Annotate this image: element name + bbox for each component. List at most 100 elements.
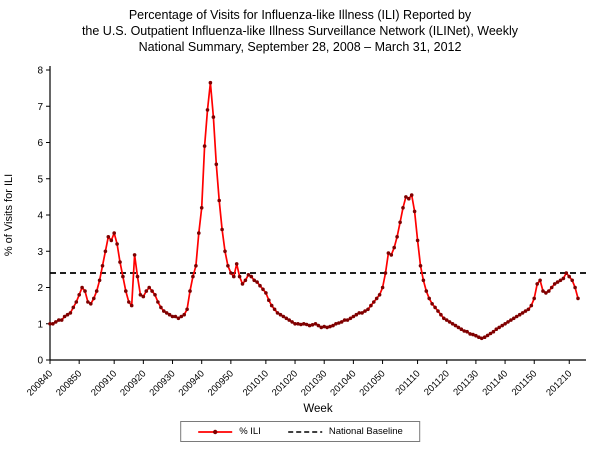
- y-tick-label: 1: [37, 319, 43, 330]
- ili-data-point: [334, 322, 338, 326]
- ili-data-point: [468, 332, 472, 336]
- ili-data-point: [214, 162, 219, 167]
- ili-data-point: [561, 276, 566, 281]
- ili-data-point: [409, 193, 414, 197]
- ili-data-point: [220, 227, 224, 232]
- ili-data-point: [538, 278, 542, 283]
- ili-data-point: [48, 322, 52, 326]
- ili-data-point: [497, 325, 502, 330]
- ili-data-point: [57, 318, 61, 322]
- ili-data-point: [281, 314, 286, 319]
- ili-data-point: [170, 314, 175, 319]
- y-tick-label: 0: [37, 356, 43, 367]
- ili-data-point: [269, 303, 274, 308]
- ili-data-point: [380, 285, 385, 290]
- ili-data-point: [127, 300, 131, 304]
- ili-data-point: [106, 235, 111, 239]
- ili-data-point: [328, 324, 332, 329]
- ili-data-point: [549, 285, 554, 290]
- ili-data-point: [272, 307, 277, 312]
- ili-data-point: [474, 333, 478, 338]
- ili-data-point: [322, 324, 327, 329]
- ili-data-point: [77, 293, 81, 297]
- x-tick-label: 200840: [25, 368, 55, 398]
- ili-data-point: [369, 303, 373, 308]
- ili-data-point: [479, 336, 484, 341]
- ili-data-point: [517, 312, 522, 317]
- ili-data-point: [252, 278, 256, 283]
- ili-data-point: [392, 245, 397, 250]
- ili-data-point: [86, 300, 90, 304]
- ili-data-point: [150, 289, 154, 293]
- ili-data-point: [173, 314, 178, 319]
- ili-data-point: [62, 314, 67, 319]
- ili-data-point: [284, 316, 289, 321]
- ili-data-point: [331, 323, 335, 328]
- ili-data-point: [302, 322, 306, 326]
- ili-data-point: [153, 293, 157, 297]
- ili-data-point: [290, 320, 294, 324]
- ili-data-point: [296, 322, 300, 326]
- ili-data-point: [94, 289, 99, 293]
- ili-data-point: [541, 289, 545, 293]
- ili-data-point: [188, 289, 192, 293]
- ili-data-point: [453, 323, 458, 328]
- ili-data-point: [164, 311, 169, 315]
- ili-data-point: [401, 206, 405, 210]
- ili-data-point: [363, 309, 367, 313]
- ili-data-point: [112, 231, 116, 235]
- ili-data-point: [89, 302, 93, 306]
- ili-data-point: [576, 296, 580, 301]
- ili-data-point: [310, 323, 315, 327]
- ili-line-chart: % of Visits for ILI Week 0 1 2 3 4 5 6 7 8 200840…: [3, 66, 586, 415]
- ili-data-point: [278, 312, 283, 317]
- ili-data-point: [430, 302, 434, 306]
- ili-data-point: [234, 262, 239, 266]
- ili-data-point: [555, 280, 560, 284]
- ili-data-point: [71, 305, 76, 310]
- ili-legend-swatch: [198, 429, 233, 434]
- ili-data-point: [103, 249, 108, 254]
- ili-data-point: [477, 335, 481, 340]
- ili-data-point: [124, 289, 128, 293]
- ili-data-point: [366, 307, 370, 312]
- ili-data-point: [500, 323, 505, 328]
- ili-data-point: [570, 278, 574, 283]
- ili-data-point: [520, 311, 525, 315]
- ili-data-point: [194, 264, 198, 268]
- ili-data-point: [223, 249, 227, 254]
- x-tick-label: 201110: [393, 368, 422, 397]
- ili-data-point: [176, 316, 181, 321]
- x-tick-label: 201050: [357, 368, 387, 398]
- ili-data-point: [386, 251, 391, 255]
- ili-data-point: [179, 314, 184, 319]
- ili-data-point: [415, 238, 420, 243]
- ili-data-point: [465, 329, 469, 334]
- ili-data-point: [167, 312, 172, 317]
- y-tick-label: 7: [37, 102, 43, 113]
- y-axis-label: % of Visits for ILI: [3, 174, 15, 256]
- ili-data-point: [509, 318, 513, 322]
- ili-data-point: [573, 285, 577, 290]
- ili-data-point: [421, 278, 426, 283]
- ili-data-point: [444, 318, 449, 322]
- x-tick-label: 201030: [299, 368, 329, 398]
- ili-data-point: [325, 325, 329, 330]
- ili-data-point: [567, 274, 571, 279]
- ili-data-point: [357, 311, 362, 315]
- ili-data-point: [237, 274, 242, 279]
- ili-data-point: [240, 282, 245, 286]
- ili-data-point: [118, 260, 122, 264]
- ili-data-point: [304, 322, 309, 327]
- ili-data-point: [462, 329, 467, 333]
- chart-title-line3: National Summary, September 28, 2008 – M…: [138, 40, 462, 54]
- ili-data-point: [506, 320, 510, 324]
- ili-data-point: [342, 318, 347, 322]
- ili-data-point: [162, 309, 166, 313]
- ili-data-point: [144, 289, 149, 293]
- ili-data-point: [491, 329, 496, 334]
- ili-data-point: [267, 298, 271, 302]
- y-tick-label: 5: [37, 174, 43, 185]
- ili-data-point: [141, 294, 146, 299]
- ili-data-point: [217, 198, 221, 203]
